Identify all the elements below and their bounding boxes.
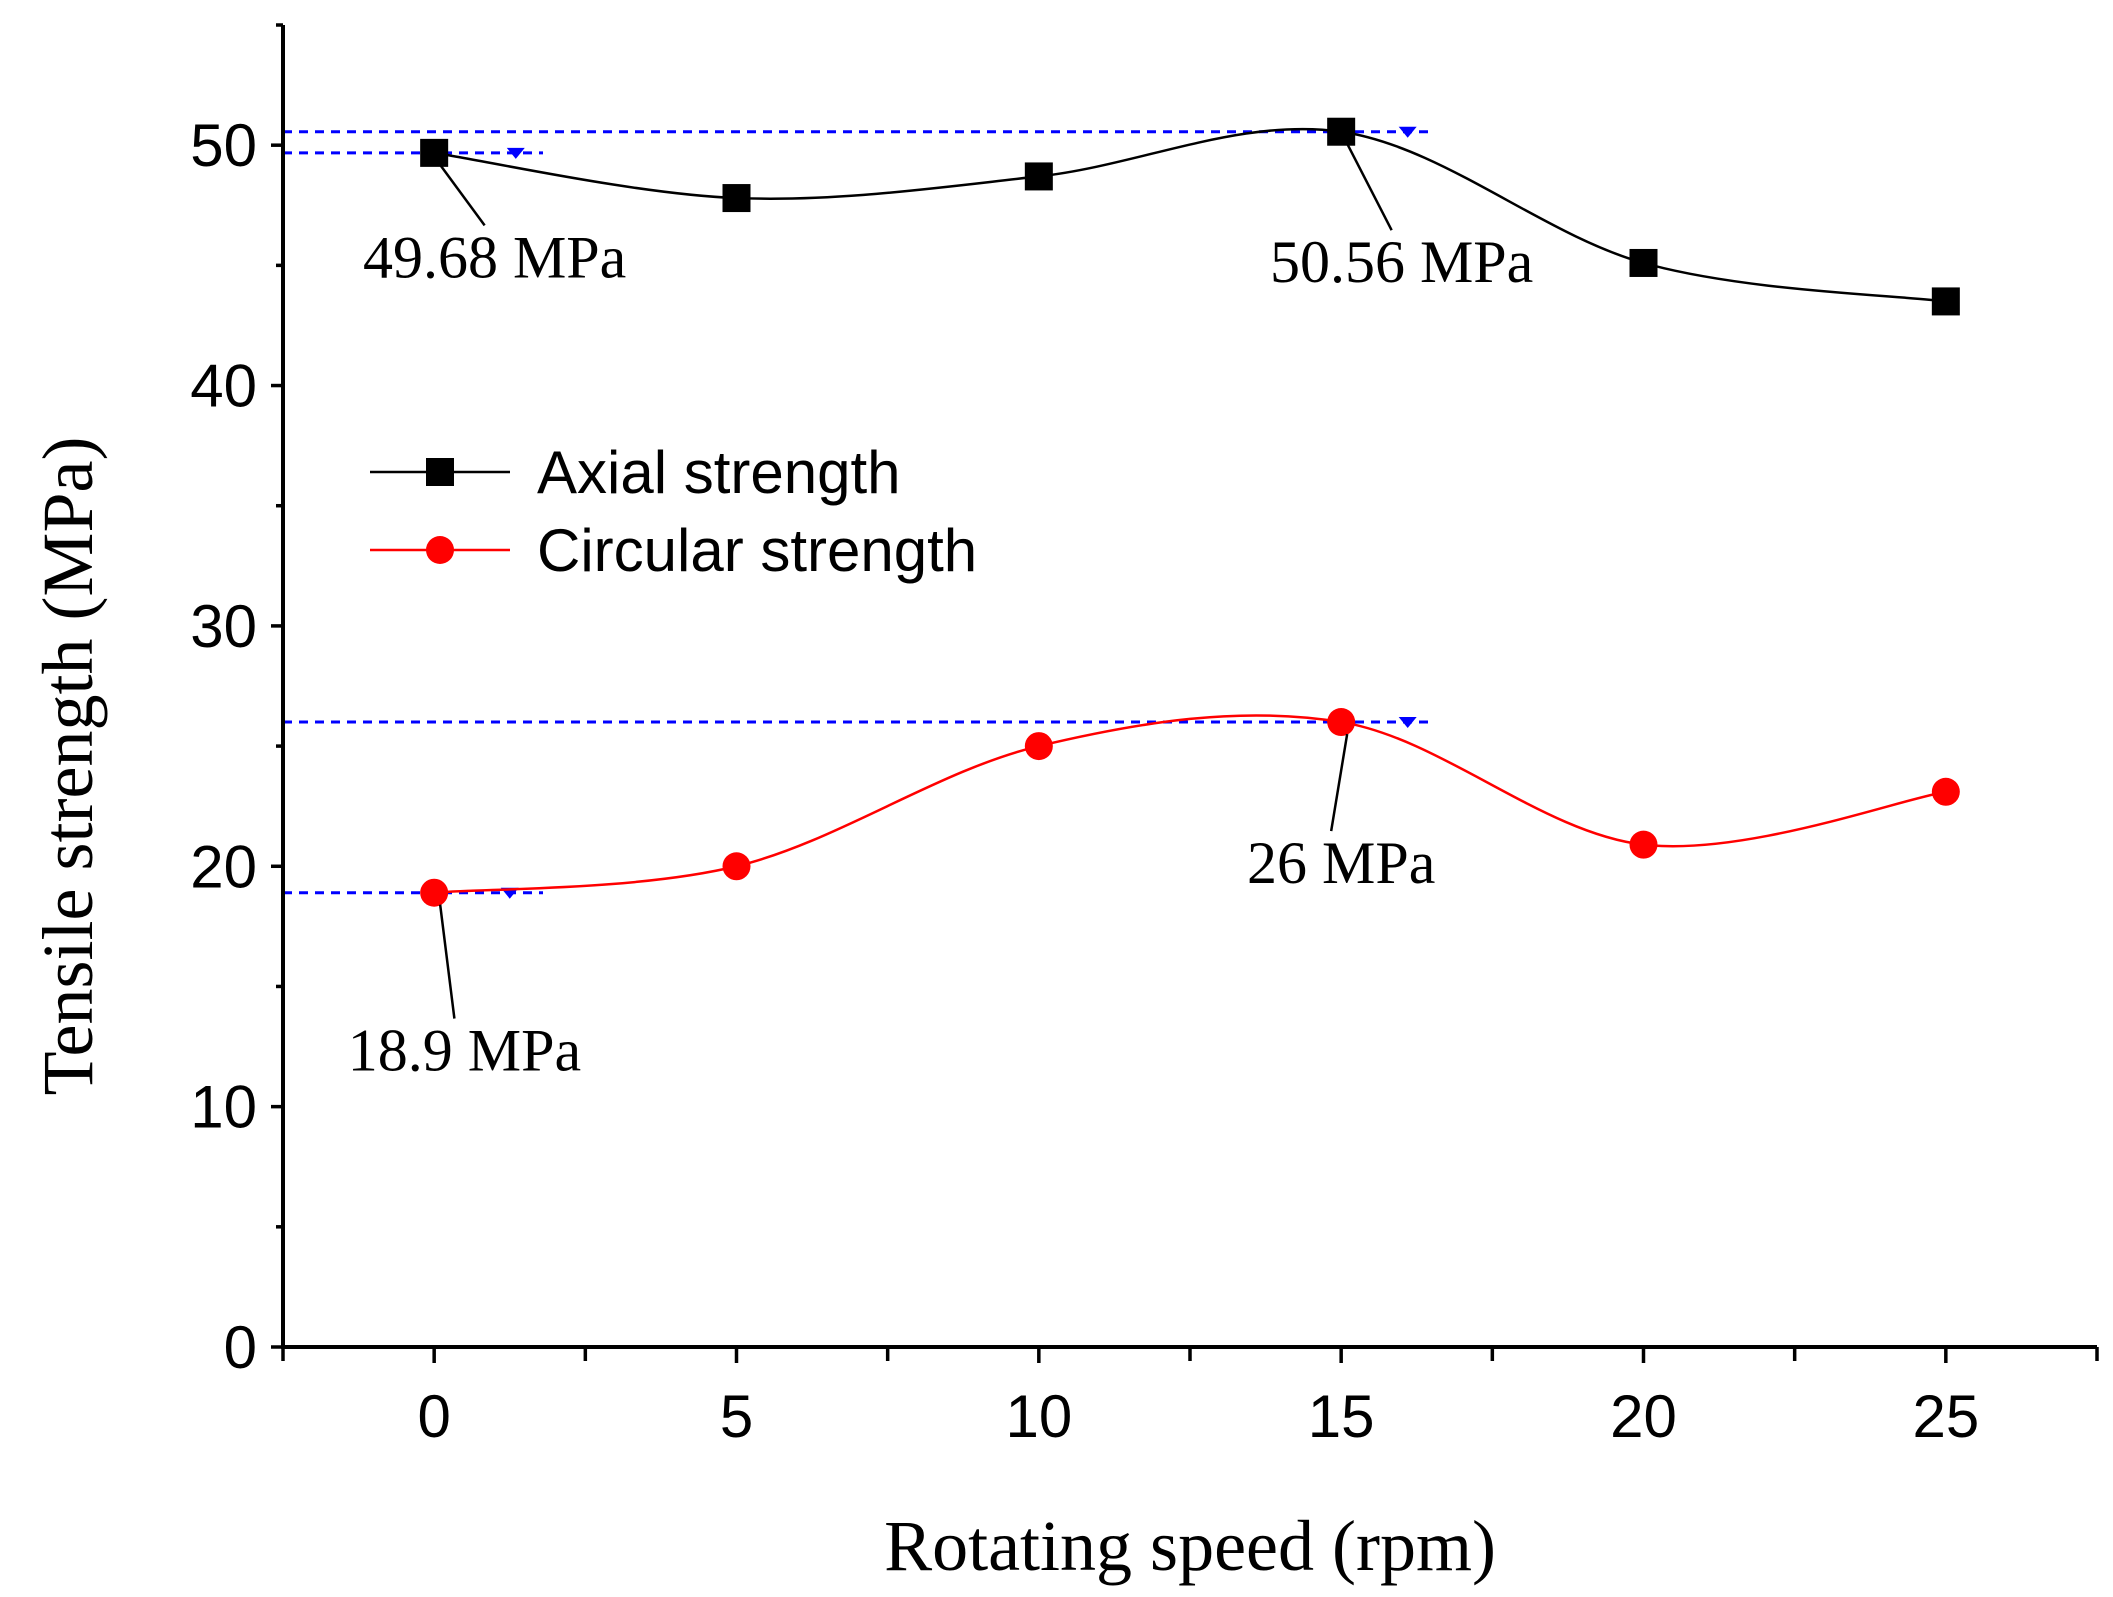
data-point-circle-3 — [1327, 708, 1356, 737]
axes: 0 10 20 30 40 50 0 5 10 15 20 25 — [190, 23, 2099, 1450]
legend: Axial strength Circular strength — [370, 439, 977, 584]
x-tick-label: 25 — [1912, 1383, 1979, 1450]
x-tick-label: 10 — [1005, 1383, 1072, 1450]
data-point-circle-0 — [420, 878, 449, 907]
reference-marker-1 — [506, 147, 525, 159]
legend-marker-circle — [426, 536, 454, 564]
annotation-label-0: 49.68 MPa — [363, 224, 626, 290]
y-axis-title: Tensile strength (MPa) — [28, 437, 108, 1096]
y-tick-label: 30 — [190, 593, 257, 660]
data-point-square-1 — [722, 184, 751, 213]
x-tick-label: 0 — [417, 1383, 450, 1450]
data-point-circle-4 — [1629, 830, 1658, 859]
data-point-square-2 — [1024, 162, 1053, 191]
annotation-leader-1 — [1346, 143, 1393, 231]
annotation-leader-0 — [439, 164, 486, 227]
data-point-square-3 — [1327, 117, 1356, 146]
data-point-square-0 — [420, 138, 449, 167]
annotation-label-1: 50.56 MPa — [1270, 229, 1533, 295]
x-tick-label: 20 — [1610, 1383, 1677, 1450]
x-axis-title: Rotating speed (rpm) — [884, 1506, 1496, 1586]
annotations: 49.68 MPa 50.56 MPa 26 MPa 18.9 MPa — [348, 143, 1533, 1084]
series-circle — [420, 708, 1960, 907]
x-tick-label: 15 — [1308, 1383, 1375, 1450]
annotation-label-3: 18.9 MPa — [348, 1018, 581, 1084]
y-tick-label: 50 — [190, 112, 257, 179]
x-tick-label: 5 — [720, 1383, 753, 1450]
series-line-square — [433, 127, 1946, 303]
annotation-leader-3 — [438, 904, 456, 1019]
y-tick-label: 0 — [224, 1314, 257, 1381]
data-point-circle-1 — [722, 852, 751, 881]
series-layer — [420, 117, 1960, 907]
annotation-leader-2 — [1329, 733, 1349, 832]
series-square — [420, 117, 1960, 316]
legend-label-circle: Circular strength — [537, 517, 977, 584]
annotation-label-2: 26 MPa — [1247, 830, 1435, 896]
y-tick-label: 40 — [190, 353, 257, 420]
reference-marker-0 — [1398, 126, 1417, 138]
legend-label-square: Axial strength — [537, 439, 901, 506]
data-point-circle-5 — [1931, 777, 1960, 806]
reference-marker-2 — [1398, 717, 1417, 729]
legend-marker-square — [426, 458, 454, 486]
y-tick-label: 20 — [190, 833, 257, 900]
series-line-circle — [434, 714, 1947, 894]
data-point-circle-2 — [1024, 732, 1053, 761]
data-point-square-4 — [1629, 248, 1658, 277]
data-point-square-5 — [1931, 287, 1960, 316]
y-tick-label: 10 — [190, 1074, 257, 1141]
